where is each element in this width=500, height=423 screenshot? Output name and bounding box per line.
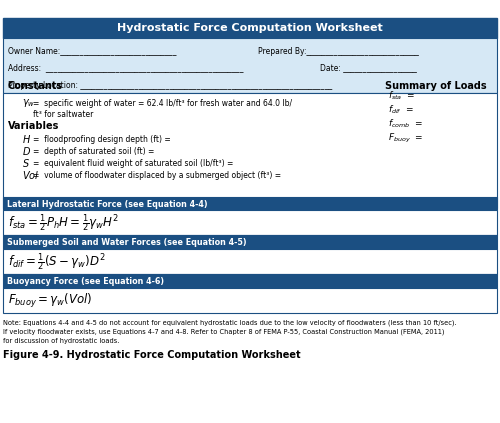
Text: $f_{sta} = \frac{1}{2}P_h H = \frac{1}{2}\gamma_w H^2$: $f_{sta} = \frac{1}{2}P_h H = \frac{1}{2… bbox=[8, 212, 119, 234]
Text: Address:  ___________________________________________________: Address: _______________________________… bbox=[8, 63, 244, 72]
Text: $Vol$: $Vol$ bbox=[22, 169, 40, 181]
Text: $f_{dif} = \frac{1}{2}(S - \gamma_w)D^2$: $f_{dif} = \frac{1}{2}(S - \gamma_w)D^2$ bbox=[8, 251, 106, 273]
Text: $\gamma_w$: $\gamma_w$ bbox=[22, 97, 36, 109]
Text: $D$: $D$ bbox=[22, 145, 31, 157]
Bar bbox=[3, 288, 497, 313]
Bar bbox=[3, 38, 497, 93]
Text: Lateral Hydrostatic Force (see Equation 4-4): Lateral Hydrostatic Force (see Equation … bbox=[7, 200, 207, 209]
Text: Prepared By:_____________________________: Prepared By:____________________________… bbox=[258, 47, 419, 55]
Text: $f_{sta}$  =: $f_{sta}$ = bbox=[388, 90, 415, 102]
Text: =  depth of saturated soil (ft) =: = depth of saturated soil (ft) = bbox=[33, 146, 154, 156]
Bar bbox=[3, 18, 497, 38]
Text: If velocity floodwater exists, use Equations 4-7 and 4-8. Refer to Chapter 8 of : If velocity floodwater exists, use Equat… bbox=[3, 329, 444, 335]
Text: ft³ for saltwater: ft³ for saltwater bbox=[33, 110, 94, 118]
Bar bbox=[3, 210, 497, 235]
Bar bbox=[3, 235, 497, 249]
Bar bbox=[3, 197, 497, 210]
Text: $F_{buoy}$  =: $F_{buoy}$ = bbox=[388, 132, 424, 145]
Text: Constants: Constants bbox=[8, 81, 63, 91]
Text: Property Location: _____________________________________________________________: Property Location: _____________________… bbox=[8, 80, 332, 90]
Text: Figure 4-9. Hydrostatic Force Computation Worksheet: Figure 4-9. Hydrostatic Force Computatio… bbox=[3, 350, 300, 360]
Text: Buoyancy Force (see Equation 4-6): Buoyancy Force (see Equation 4-6) bbox=[7, 277, 164, 286]
Text: =  equivalent fluid weight of saturated soil (lb/ft³) =: = equivalent fluid weight of saturated s… bbox=[33, 159, 234, 168]
Text: =  specific weight of water = 62.4 lb/ft³ for fresh water and 64.0 lb/: = specific weight of water = 62.4 lb/ft³… bbox=[33, 99, 292, 107]
Text: =  floodproofing design depth (ft) =: = floodproofing design depth (ft) = bbox=[33, 135, 171, 143]
Text: Variables: Variables bbox=[8, 121, 60, 131]
Text: $H$: $H$ bbox=[22, 133, 31, 145]
Bar bbox=[3, 274, 497, 288]
Text: Date: ___________________: Date: ___________________ bbox=[320, 63, 417, 72]
Text: $f_{comb}$  =: $f_{comb}$ = bbox=[388, 118, 423, 130]
Text: Submerged Soil and Water Forces (see Equation 4-5): Submerged Soil and Water Forces (see Equ… bbox=[7, 237, 246, 247]
Text: Hydrostatic Force Computation Worksheet: Hydrostatic Force Computation Worksheet bbox=[117, 23, 383, 33]
Text: $f_{dif}$  =: $f_{dif}$ = bbox=[388, 104, 413, 116]
Text: Summary of Loads: Summary of Loads bbox=[385, 81, 486, 91]
Bar bbox=[3, 249, 497, 274]
Text: Owner Name:______________________________: Owner Name:_____________________________… bbox=[8, 47, 176, 55]
Bar bbox=[3, 93, 497, 208]
Text: =  volume of floodwater displaced by a submerged object (ft³) =: = volume of floodwater displaced by a su… bbox=[33, 170, 281, 179]
Text: $S$: $S$ bbox=[22, 157, 30, 169]
Text: $F_{buoy} = \gamma_w(Vol)$: $F_{buoy} = \gamma_w(Vol)$ bbox=[8, 292, 92, 310]
Text: for discussion of hydrostatic loads.: for discussion of hydrostatic loads. bbox=[3, 338, 119, 344]
Text: Note: Equations 4-4 and 4-5 do not account for equivalent hydrostatic loads due : Note: Equations 4-4 and 4-5 do not accou… bbox=[3, 320, 456, 326]
